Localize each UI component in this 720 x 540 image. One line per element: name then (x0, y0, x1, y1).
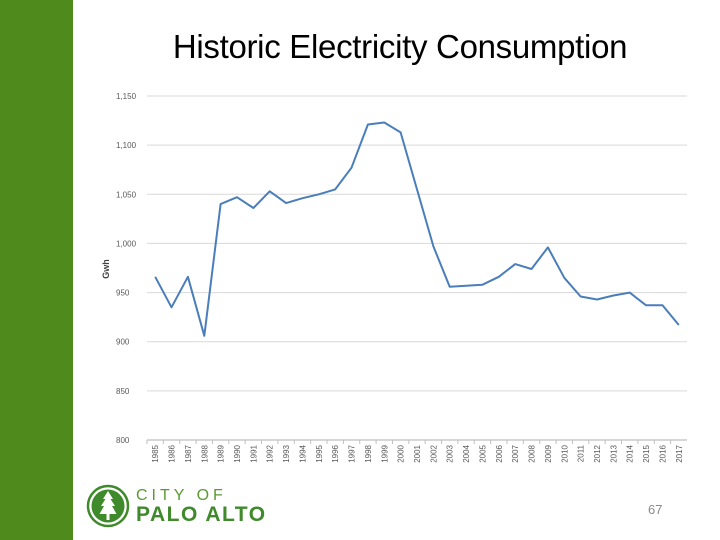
y-tick-label: 850 (116, 387, 130, 396)
slide-title: Historic Electricity Consumption (172, 28, 628, 65)
x-tick-label: 1991 (249, 444, 258, 462)
x-tick-label: 2011 (577, 444, 586, 462)
x-tick-label: 1985 (151, 444, 160, 462)
y-tick-label: 1,000 (116, 239, 137, 248)
x-tick-label: 1993 (282, 444, 291, 462)
logo-city-of: CITY OF (136, 487, 227, 504)
x-tick-label: 2002 (429, 444, 438, 462)
y-tick-label: 1,100 (116, 141, 137, 150)
x-tick-label: 2014 (626, 444, 635, 462)
x-tick-label: 2016 (658, 444, 667, 462)
x-tick-label: 1988 (200, 444, 209, 462)
x-tick-labels: 1985 1986 1987 1988 1989 1990 1991 1992 1993 1994… (146, 440, 684, 463)
y-axis-label: Gwh (101, 259, 111, 279)
logo-palo-alto: PALO ALTO (136, 503, 267, 526)
x-tick-label: 2008 (528, 444, 537, 462)
x-tick-label: 2003 (446, 444, 455, 462)
x-tick-label: 1990 (233, 444, 242, 462)
y-tick-label: 950 (116, 289, 130, 298)
x-tick-label: 2017 (675, 444, 684, 462)
x-tick-label: 1992 (266, 444, 275, 462)
x-tick-label: 1998 (364, 444, 373, 462)
x-tick-label: 2009 (544, 444, 553, 462)
x-tick-label: 2006 (495, 444, 504, 462)
city-logo: CITY OF PALO ALTO (86, 484, 306, 530)
grid-lines (147, 95, 687, 441)
y-tick-label: 900 (116, 338, 130, 347)
x-tick-label: 1997 (348, 444, 357, 462)
y-tick-label: 1,050 (116, 190, 137, 199)
y-tick-labels: 800 850 900 950 1,000 1,050 1,100 1,150 (116, 92, 137, 445)
x-tick-label: 2013 (609, 444, 618, 462)
page-number: 67 (648, 502, 663, 517)
x-tick-label: 1995 (315, 444, 324, 462)
x-tick-label: 1994 (298, 444, 307, 462)
x-tick-label: 2000 (397, 444, 406, 462)
tree-emblem-icon (86, 484, 130, 528)
x-tick-label: 2001 (413, 444, 422, 462)
x-tick-label: 2005 (478, 444, 487, 462)
x-tick-label: 1996 (331, 444, 340, 462)
x-tick-label: 2012 (593, 444, 602, 462)
x-tick-label: 2010 (560, 444, 569, 462)
series-layer (154, 121, 680, 337)
series-line-gwh (154, 121, 680, 337)
x-tick-label: 2007 (511, 444, 520, 462)
x-tick-label: 1989 (217, 444, 226, 462)
y-tick-label: 1,150 (116, 92, 137, 101)
x-tick-label: 1987 (184, 444, 193, 462)
x-tick-label: 2004 (462, 444, 471, 462)
sidebar-accent-bar (0, 0, 73, 540)
x-tick-label: 1986 (168, 444, 177, 462)
y-tick-label: 800 (116, 436, 130, 445)
x-tick-label: 2015 (642, 444, 651, 462)
x-tick-label: 1999 (380, 444, 389, 462)
